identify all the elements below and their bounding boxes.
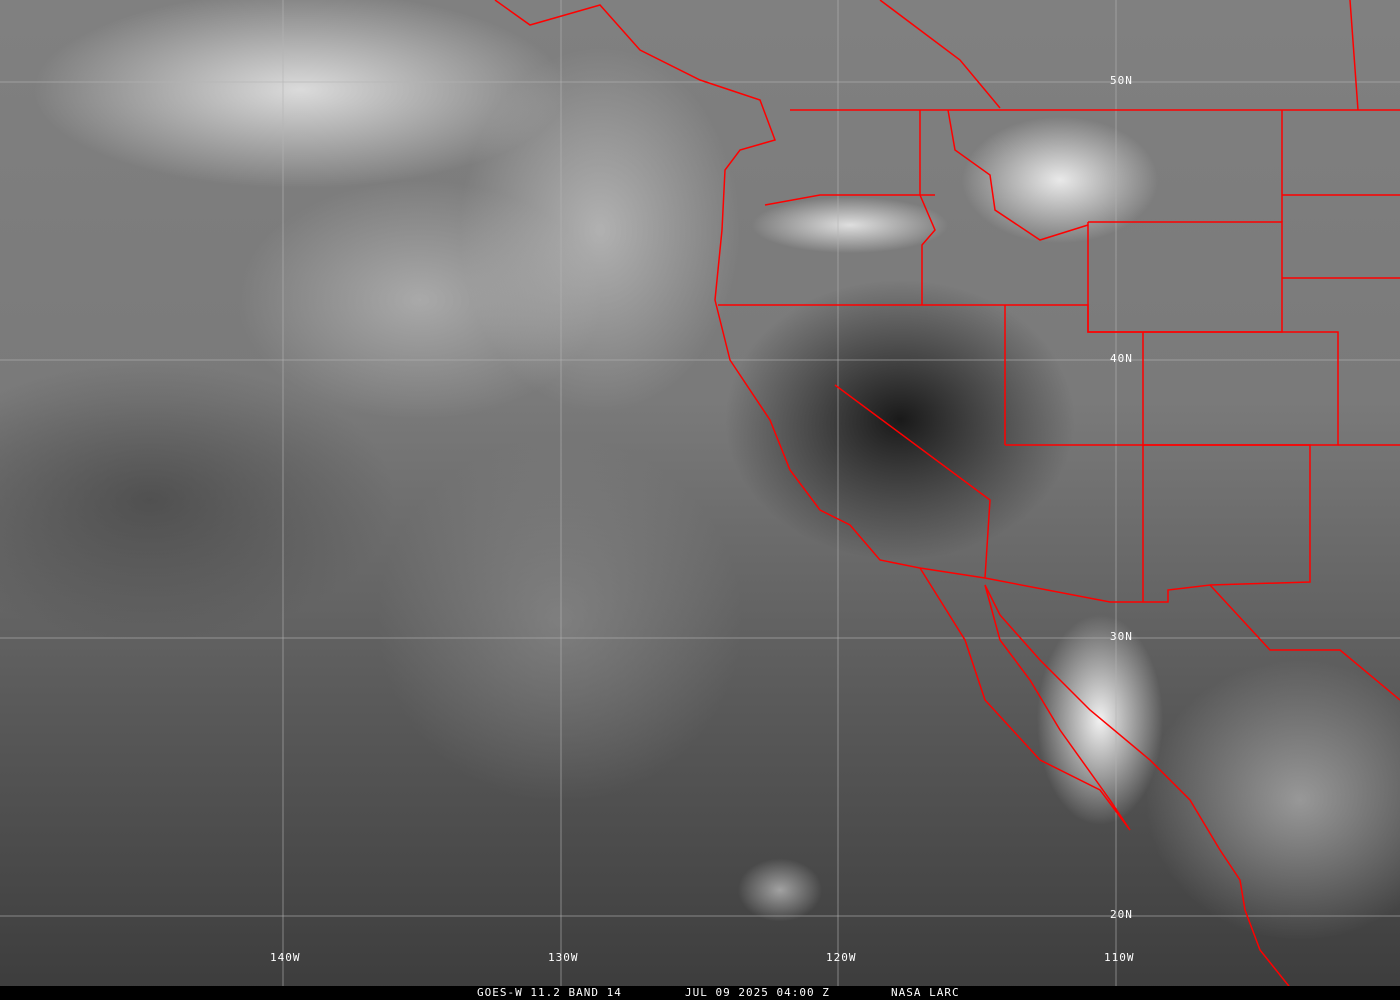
canada-boundary-east xyxy=(1349,0,1359,111)
caption-bar: GOES-W 11.2 BAND 14 JUL 09 2025 04:00 Z … xyxy=(0,986,1400,1000)
colorado-border xyxy=(1143,331,1339,446)
washington-oregon-border xyxy=(764,194,935,206)
lon-label-130w: 130W xyxy=(548,951,579,964)
lon-label-110w: 110W xyxy=(1104,951,1135,964)
lat-label-20n: 20N xyxy=(1110,908,1133,921)
idaho-montana-border xyxy=(947,109,1089,241)
product-label: GOES-W 11.2 BAND 14 xyxy=(477,986,622,999)
utah-border xyxy=(1005,304,1144,446)
mainland-mexico-coast xyxy=(984,584,1301,1000)
credit-label: NASA LARC xyxy=(891,986,960,999)
idaho-west-border xyxy=(919,110,936,305)
us-mexico-border xyxy=(919,567,1400,701)
lon-label-140w: 140W xyxy=(270,951,301,964)
lat-label-30n: 30N xyxy=(1110,630,1133,643)
lon-label-120w: 120W xyxy=(826,951,857,964)
datetime-label: JUL 09 2025 04:00 Z xyxy=(685,986,830,999)
canada-boundary xyxy=(879,0,1001,109)
wyoming-border xyxy=(1087,221,1283,333)
lat-label-40n: 40N xyxy=(1110,352,1133,365)
pacific-coastline xyxy=(494,0,1131,831)
california-nevada-border xyxy=(834,384,991,579)
new-mexico-border xyxy=(1143,444,1311,586)
lat-label-50n: 50N xyxy=(1110,74,1133,87)
